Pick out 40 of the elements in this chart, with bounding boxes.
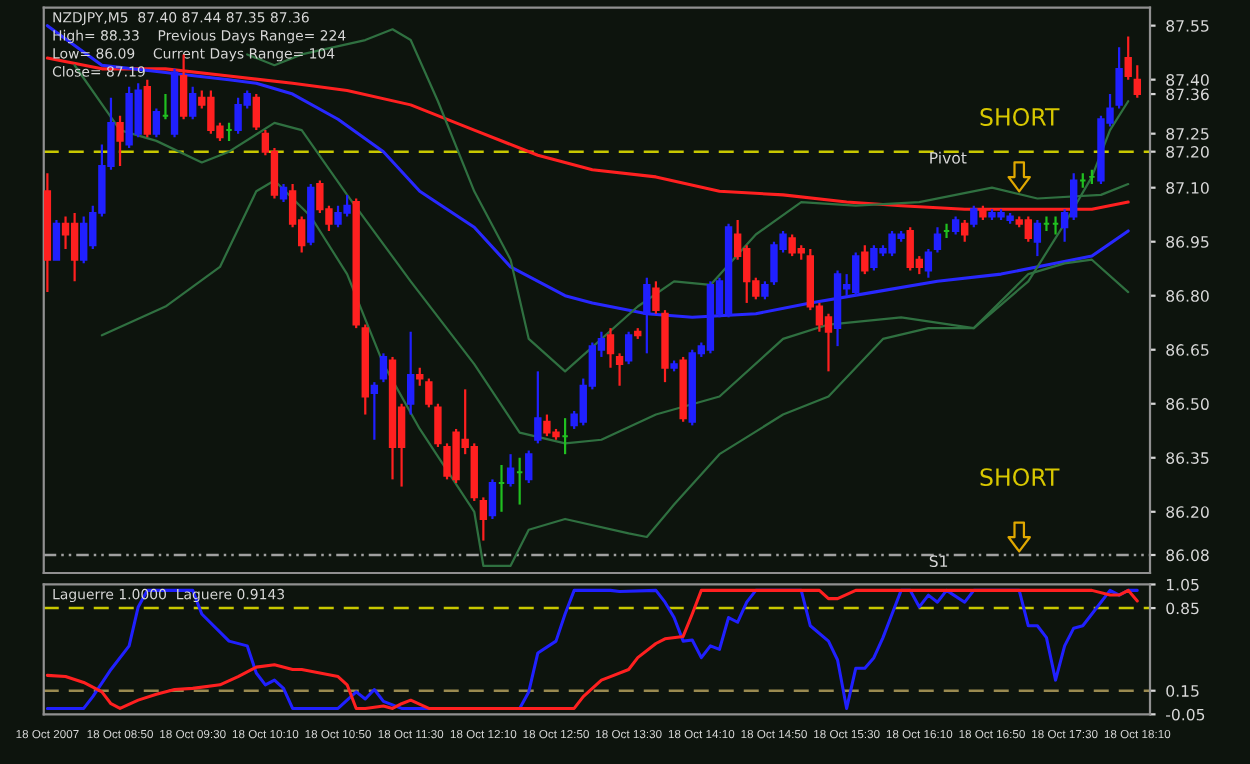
candlestick [606, 327, 615, 369]
candlestick [1115, 46, 1123, 110]
candlestick [416, 366, 424, 387]
candlestick [406, 330, 415, 416]
candlestick [479, 496, 488, 542]
annotation: SHORT [980, 108, 1060, 126]
candlestick [525, 449, 533, 485]
candlestick [425, 377, 433, 409]
candlestick [434, 402, 442, 449]
candlestick [924, 247, 933, 279]
candlestick [1124, 35, 1132, 81]
candlestick [933, 226, 942, 254]
line-series [45, 588, 1139, 710]
candlestick [624, 330, 633, 366]
candlestick [370, 381, 379, 441]
candlestick [143, 78, 151, 139]
candlestick [116, 114, 124, 168]
candlestick [506, 453, 515, 488]
candlestick [488, 478, 497, 521]
candlestick [861, 244, 869, 276]
candlestick [379, 352, 388, 384]
candlestick [824, 312, 833, 373]
candlestick [1133, 64, 1141, 99]
candlestick [652, 280, 660, 315]
candlestick [951, 215, 960, 236]
candlestick [52, 218, 61, 261]
candlestick [189, 85, 197, 121]
candlestick [1024, 215, 1032, 243]
candlestick [534, 370, 542, 445]
candlestick [961, 218, 969, 243]
annotation: SHORT [980, 468, 1060, 487]
candlestick [70, 211, 79, 283]
candlestick [761, 280, 769, 301]
candlestick [279, 182, 288, 204]
candlestick [252, 92, 260, 132]
candlestick [615, 352, 624, 387]
candlestick [1033, 218, 1042, 258]
candlestick [152, 107, 161, 139]
candlestick [970, 204, 978, 229]
candlestick [80, 215, 88, 265]
